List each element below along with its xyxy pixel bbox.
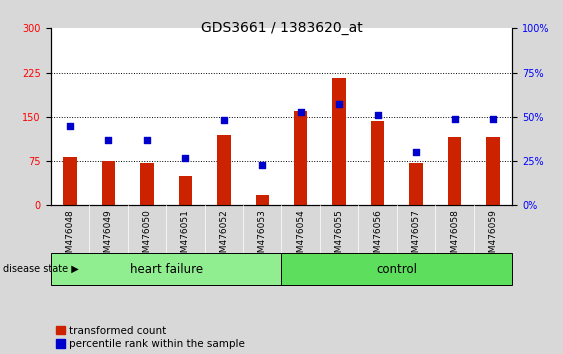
Text: GSM476048: GSM476048 [65, 209, 74, 264]
Text: disease state ▶: disease state ▶ [3, 264, 79, 274]
Text: GSM476052: GSM476052 [220, 209, 228, 264]
Point [296, 109, 305, 114]
Point [373, 112, 382, 118]
Legend: transformed count, percentile rank within the sample: transformed count, percentile rank withi… [56, 326, 245, 349]
Text: control: control [377, 263, 417, 275]
Text: GDS3661 / 1383620_at: GDS3661 / 1383620_at [200, 21, 363, 35]
Text: GSM476054: GSM476054 [296, 209, 305, 264]
Point [412, 149, 421, 155]
Text: GSM476056: GSM476056 [373, 209, 382, 264]
Bar [63, 157, 77, 205]
Bar [282, 253, 512, 285]
Text: GSM476050: GSM476050 [142, 209, 151, 264]
Point [489, 116, 498, 121]
Bar [409, 163, 423, 205]
Text: GSM476053: GSM476053 [258, 209, 267, 264]
Bar [486, 137, 500, 205]
Point [219, 118, 229, 123]
Point [258, 162, 267, 167]
Point [181, 155, 190, 160]
Point [450, 116, 459, 121]
Text: GSM476055: GSM476055 [335, 209, 343, 264]
Bar [178, 176, 192, 205]
Bar [102, 161, 115, 205]
Bar [217, 135, 230, 205]
Bar [371, 121, 385, 205]
Text: heart failure: heart failure [129, 263, 203, 275]
Text: GSM476049: GSM476049 [104, 209, 113, 264]
Text: GSM476051: GSM476051 [181, 209, 190, 264]
Bar [333, 79, 346, 205]
Bar [294, 111, 307, 205]
Bar [51, 253, 282, 285]
Text: GSM476057: GSM476057 [412, 209, 421, 264]
Bar [140, 163, 154, 205]
Bar [448, 137, 461, 205]
Point [142, 137, 151, 143]
Text: GSM476058: GSM476058 [450, 209, 459, 264]
Point [65, 123, 74, 129]
Point [104, 137, 113, 143]
Text: GSM476059: GSM476059 [489, 209, 498, 264]
Point [334, 102, 343, 107]
Bar [256, 195, 269, 205]
